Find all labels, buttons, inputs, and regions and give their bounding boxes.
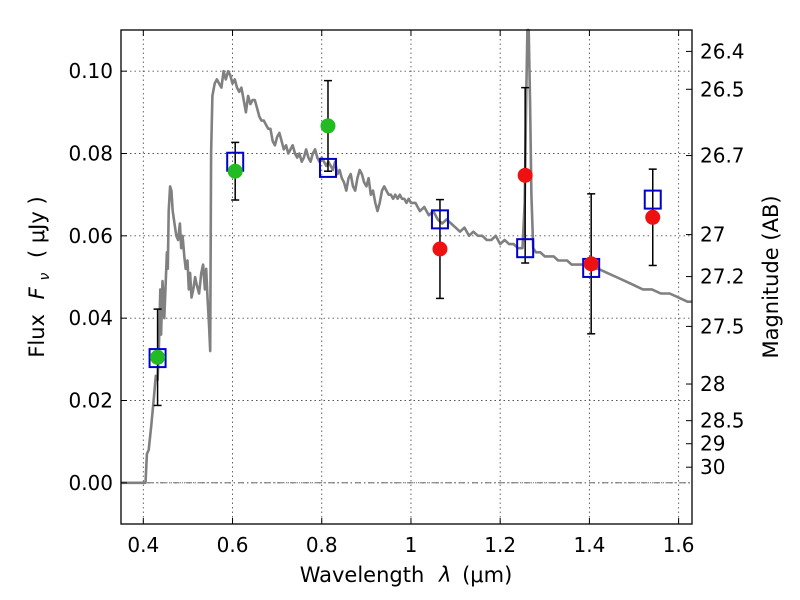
right-tick-label: 30	[700, 455, 725, 479]
right-tick-label: 26.4	[700, 39, 745, 63]
x-tick-label: 0.4	[127, 533, 159, 557]
x-tick-label: 0.6	[217, 533, 249, 557]
right-tick-label: 26.5	[700, 77, 745, 101]
y-tick-label: 0.04	[68, 306, 113, 330]
model-photometry-square	[148, 348, 167, 369]
ir-photometry-point	[517, 167, 533, 183]
model-photometry-square	[430, 209, 449, 230]
y-axis-label-prefix: Flux	[25, 314, 49, 358]
right-tick-label: 27	[700, 223, 725, 247]
x-axis-ticks: 0.4 0.6 0.8 1 1.2 1.4 1.6	[127, 30, 695, 557]
model-photometry-points	[148, 151, 662, 369]
right-tick-label: 27.5	[700, 314, 745, 338]
right-tick-label: 27.2	[700, 265, 745, 289]
x-tick-label: 1	[405, 533, 418, 557]
ir-photometry-point	[583, 256, 599, 272]
x-tick-label: 1.4	[573, 533, 605, 557]
right-tick-label: 28	[700, 372, 725, 396]
model-photometry-square	[643, 189, 662, 210]
x-axis-label: Wavelength λ (μm)	[300, 563, 513, 587]
x-axis-label-prefix: Wavelength	[300, 563, 425, 587]
y-tick-label: 0.08	[68, 142, 113, 166]
right-tick-label: 26.7	[700, 144, 745, 168]
y-axis-label-symbol: F	[25, 286, 49, 299]
observed-photometry-points	[150, 118, 661, 365]
x-axis-label-symbol: λ	[438, 563, 451, 587]
right-axis-label: Magnitude (AB)	[759, 195, 783, 358]
y-axis-ticks: 0.00 0.02 0.04 0.06 0.08 0.10	[68, 59, 127, 495]
x-tick-label: 1.6	[663, 533, 695, 557]
model-photometry-square	[318, 157, 337, 178]
model-sed-line	[121, 28, 692, 485]
x-axis-label-unit: (μm)	[462, 563, 512, 587]
hst-photometry-point	[150, 349, 166, 365]
x-tick-label: 1.2	[484, 533, 516, 557]
y-tick-label: 0.00	[68, 471, 113, 495]
y-axis-label-subscript: ν	[37, 273, 53, 281]
right-tick-label: 29	[700, 432, 725, 456]
x-tick-label: 0.8	[306, 533, 338, 557]
model-photometry-square	[516, 238, 535, 259]
ir-photometry-point	[432, 241, 448, 257]
y-tick-label: 0.10	[68, 59, 113, 83]
y-tick-label: 0.06	[68, 224, 113, 248]
ir-photometry-point	[645, 209, 661, 225]
y-axis-label: Flux F ν ( μJy )	[25, 196, 54, 357]
hst-photometry-point	[227, 163, 243, 179]
hst-photometry-point	[320, 118, 336, 134]
y-axis-label-unit: ( μJy )	[25, 196, 49, 258]
y-tick-label: 0.02	[68, 389, 113, 413]
right-tick-label: 28.5	[700, 409, 745, 433]
